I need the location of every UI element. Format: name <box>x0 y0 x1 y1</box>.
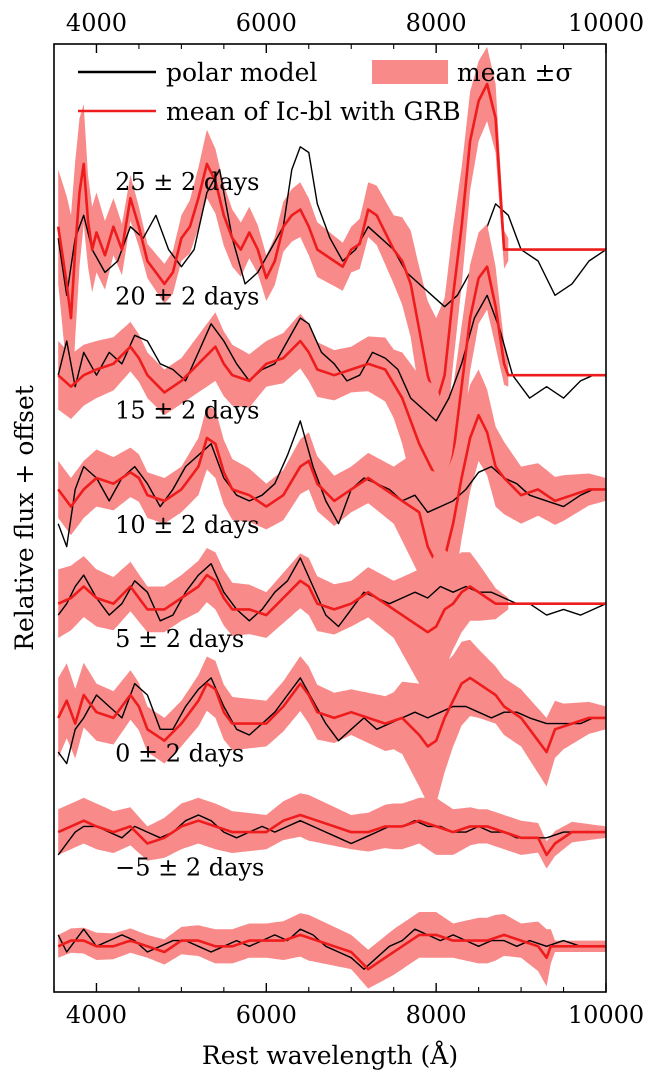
epoch-label: 5 ± 2 days <box>115 625 244 653</box>
mean-ic-bl-line <box>57 813 606 857</box>
epoch-group <box>56 46 606 490</box>
x-tick-label-top: 10000 <box>568 9 644 37</box>
x-tick-label-bottom: 8000 <box>406 1001 467 1029</box>
x-axis-title: Rest wavelength (Å) <box>202 1040 458 1070</box>
epoch-label: 25 ± 2 days <box>115 168 259 196</box>
mean-ic-bl-line <box>56 82 606 406</box>
polar-model-line <box>57 146 606 308</box>
epoch-group <box>57 369 606 656</box>
legend-label-polar-model: polar model <box>166 58 317 87</box>
epoch-group <box>57 912 606 989</box>
x-tick-label-bottom: 10000 <box>568 1001 644 1029</box>
sigma-band <box>58 223 509 570</box>
plot-frame <box>53 43 607 993</box>
mean-ic-bl-line <box>57 676 606 754</box>
x-tick-label-top: 6000 <box>236 9 297 37</box>
sigma-band <box>58 46 509 490</box>
epoch-labels: 25 ± 2 days 20 ± 2 days 15 ± 2 days 10 ± 2 … <box>115 168 264 881</box>
epoch-label: 15 ± 2 days <box>115 397 259 425</box>
plot-area <box>56 46 606 989</box>
epoch-label: 20 ± 2 days <box>115 282 259 310</box>
mean-ic-bl-line <box>57 933 606 971</box>
polar-model-line <box>57 557 606 628</box>
epoch-group <box>57 223 606 570</box>
legend-label-mean-ic-bl: mean of Ic-bl with GRB <box>166 97 461 126</box>
mean-ic-bl-line <box>57 265 606 491</box>
epoch-group <box>57 639 606 804</box>
sigma-band <box>58 639 606 804</box>
sigma-band <box>58 548 509 701</box>
x-tick-label-top: 4000 <box>66 9 127 37</box>
x-tick-label-top: 8000 <box>406 9 467 37</box>
x-tick-label-bottom: 4000 <box>66 1001 127 1029</box>
sigma-band <box>58 793 606 869</box>
mean-ic-bl-line <box>57 573 606 634</box>
legend: polar model mean ±σ mean of Ic-bl with G… <box>78 58 572 126</box>
y-axis-title: Relative flux + offset <box>10 385 39 651</box>
epoch-label: −5 ± 2 days <box>115 854 264 882</box>
epoch-group <box>57 548 606 701</box>
legend-swatch-mean-sigma <box>372 60 448 84</box>
mean-ic-bl-line <box>57 413 606 565</box>
epoch-label: 10 ± 2 days <box>115 511 259 539</box>
axes: 4000 4000 6000 6000 8000 8000 10000 10000 <box>53 9 644 1029</box>
epoch-label: 0 ± 2 days <box>115 739 244 767</box>
x-tick-label-bottom: 6000 <box>236 1001 297 1029</box>
legend-label-mean-sigma: mean ±σ <box>457 58 572 87</box>
sigma-band <box>58 912 606 989</box>
epoch-group <box>57 793 606 869</box>
